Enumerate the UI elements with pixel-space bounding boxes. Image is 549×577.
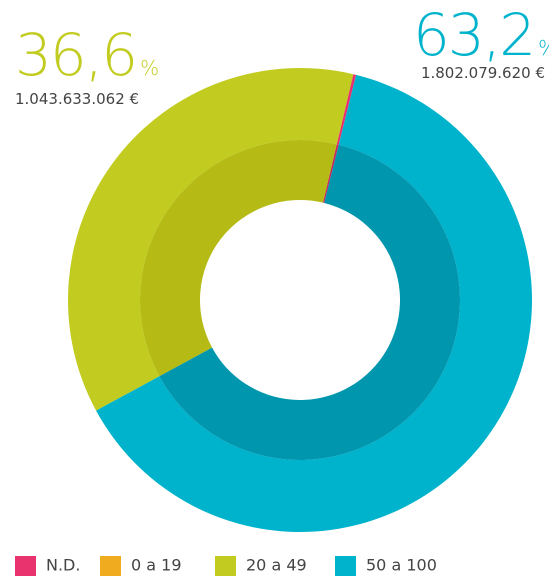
- inner-segment: [322, 144, 339, 203]
- amount-label: 1.043.633.062 €: [15, 90, 139, 108]
- legend-swatch: [335, 556, 356, 576]
- percent-unit: %: [538, 36, 549, 60]
- amount-label: 1.802.079.620 €: [421, 64, 545, 82]
- legend-label: N.D.: [46, 556, 80, 575]
- legend-label: 0 a 19: [131, 556, 182, 575]
- summary-labels: 36,6%1.043.633.062 €63,2%1.802.079.620 €: [15, 1, 549, 108]
- donut: [68, 68, 532, 532]
- inner-segment: [139, 139, 337, 377]
- percent-value: 63,2: [413, 1, 534, 69]
- percent-label: 63,2%: [413, 1, 549, 69]
- outer-segment: [96, 74, 532, 532]
- outer-segment: [336, 74, 357, 145]
- percent-label: 36,6%: [15, 21, 158, 89]
- outer-segment: [68, 68, 354, 411]
- legend: N.D. 0 a 19 20 a 49 50 a 100: [15, 556, 437, 576]
- legend-swatch: [215, 556, 236, 576]
- legend-label: 50 a 100: [366, 556, 437, 575]
- inner-segment: [159, 144, 461, 460]
- legend-swatch: [15, 556, 36, 576]
- legend-label: 20 a 49: [246, 556, 307, 575]
- legend-swatch: [100, 556, 121, 576]
- percent-value: 36,6: [15, 21, 136, 89]
- percent-unit: %: [140, 56, 158, 80]
